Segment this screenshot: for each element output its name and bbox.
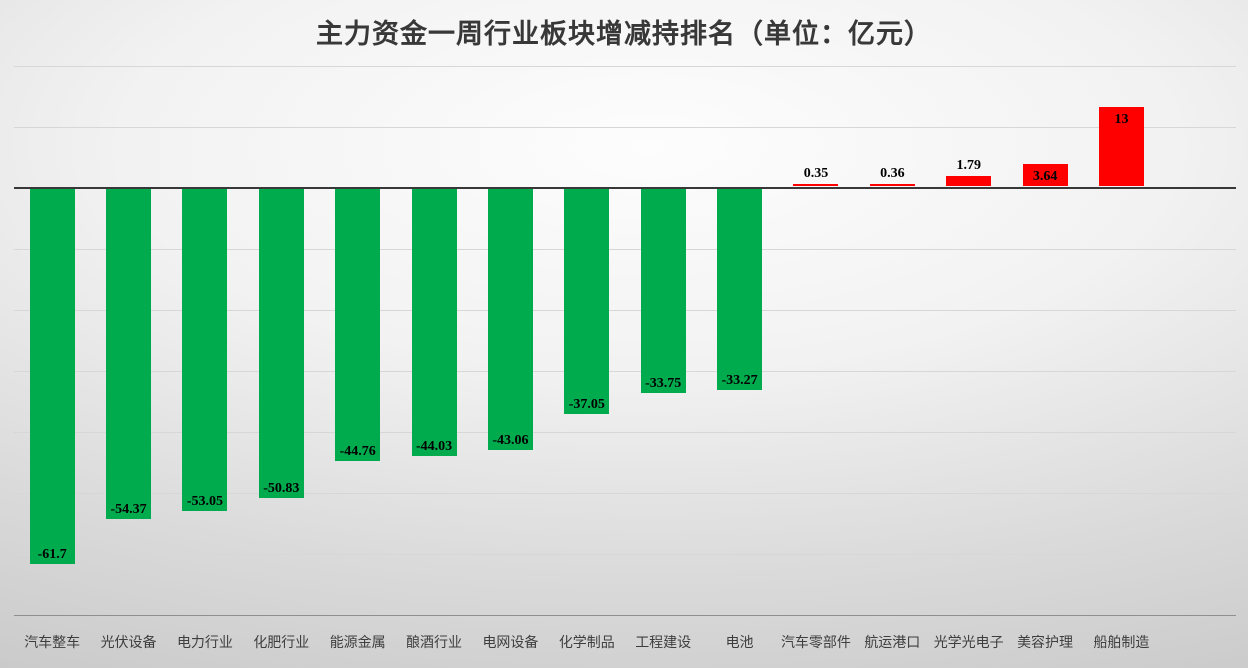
- bar-电池: [717, 189, 763, 391]
- category-label: 电力行业: [176, 634, 233, 650]
- value-label: 1.79: [956, 157, 981, 173]
- category-label: 船舶制造: [1093, 634, 1150, 650]
- category-label: 航运港口: [864, 634, 921, 650]
- gridline: [14, 309, 1236, 311]
- category-label: 汽车整车: [24, 634, 81, 650]
- category-label: 美容护理: [1017, 634, 1074, 650]
- bar-化肥行业: [258, 189, 304, 498]
- value-label: -53.05: [186, 494, 224, 510]
- zero-axis-line: [14, 186, 1236, 189]
- category-label: 能源金属: [329, 634, 386, 650]
- gridline: [14, 431, 1236, 433]
- bar-工程建设: [640, 189, 686, 394]
- value-label: -54.37: [110, 502, 147, 518]
- value-label: -44.76: [339, 443, 376, 459]
- bar-光学光电子: [946, 175, 992, 187]
- value-label: -43.06: [492, 433, 529, 449]
- category-label: 酿酒行业: [406, 634, 463, 650]
- gridline: [14, 614, 1236, 616]
- category-label: 光伏设备: [100, 634, 157, 650]
- value-label: 0.35: [803, 166, 829, 182]
- gridline: [14, 248, 1236, 250]
- category-label: 电池: [725, 634, 754, 650]
- category-label: 化学制品: [558, 634, 615, 650]
- bar-船舶制造: [1098, 107, 1144, 187]
- category-label: 工程建设: [635, 634, 692, 650]
- value-label: -37.05: [568, 396, 605, 412]
- bar-汽车零部件: [793, 184, 839, 187]
- gridline: [14, 370, 1236, 372]
- value-label: -61.7: [37, 546, 67, 562]
- value-label: -44.03: [415, 439, 453, 455]
- gridline: [14, 65, 1236, 67]
- bar-电网设备: [487, 189, 533, 451]
- bar-化学制品: [564, 189, 610, 414]
- gridline: [14, 492, 1236, 494]
- value-label: 0.36: [880, 166, 905, 182]
- gridline: [14, 553, 1236, 555]
- bar-汽车整车: [29, 189, 75, 564]
- bar-电力行业: [182, 189, 228, 512]
- bar-光伏设备: [106, 189, 152, 520]
- category-label: 化肥行业: [253, 634, 310, 650]
- bar-美容护理: [1022, 164, 1068, 187]
- gridline: [14, 126, 1236, 128]
- value-label: 13: [1114, 112, 1129, 128]
- chart-title: 主力资金一周行业板块增减持排名（单位：亿元）: [316, 19, 932, 49]
- category-label: 光学光电子: [933, 634, 1004, 650]
- value-label: -50.83: [263, 480, 300, 496]
- bar-能源金属: [335, 189, 381, 461]
- value-label: -33.75: [645, 376, 682, 392]
- bar-航运港口: [869, 184, 915, 187]
- value-label: -33.27: [721, 373, 758, 389]
- value-label: 3.64: [1032, 169, 1058, 185]
- bar-酿酒行业: [411, 189, 457, 457]
- category-label: 汽车零部件: [780, 634, 851, 650]
- category-label: 电网设备: [482, 634, 539, 650]
